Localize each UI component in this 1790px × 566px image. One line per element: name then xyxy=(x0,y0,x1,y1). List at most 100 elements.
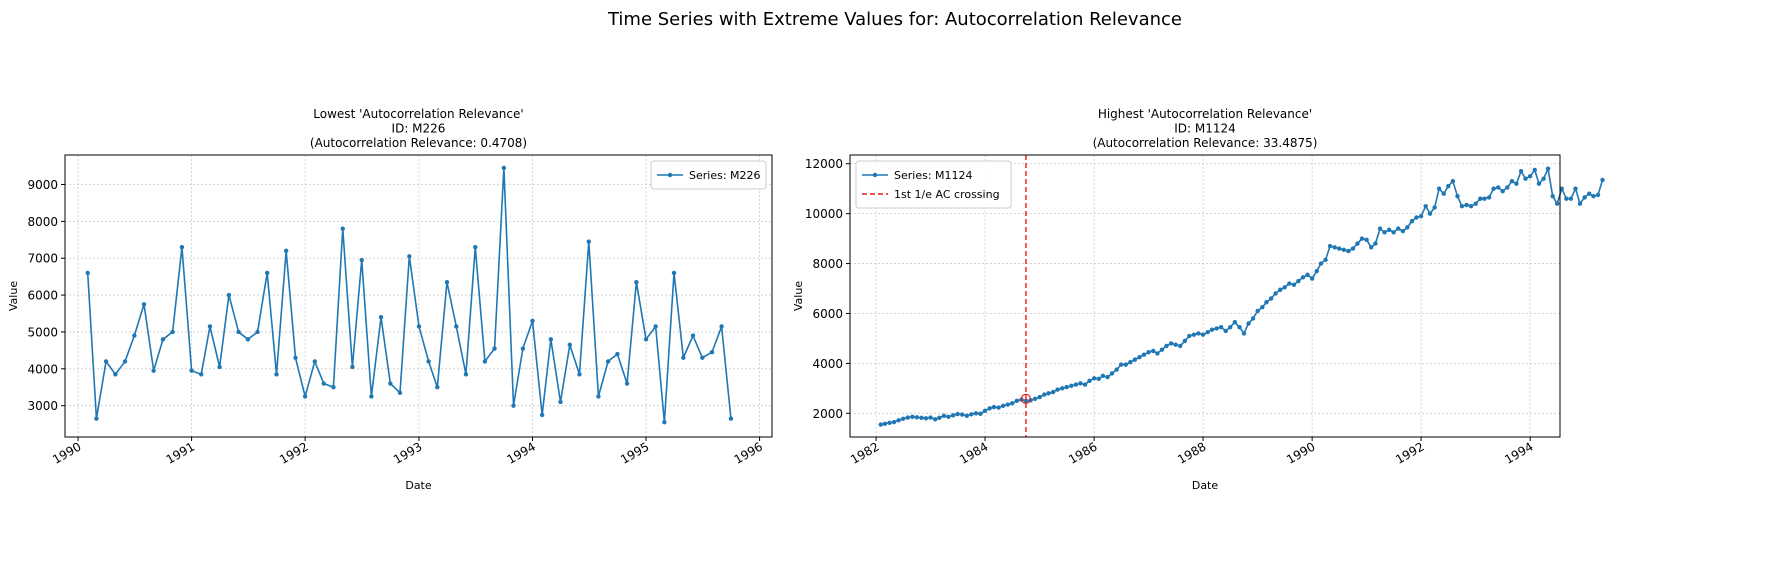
series-point xyxy=(910,414,915,419)
series-point xyxy=(719,324,724,329)
series-point xyxy=(878,422,883,427)
y-axis-label: Value xyxy=(7,281,20,311)
series-point xyxy=(302,394,308,399)
series-point xyxy=(1346,248,1351,254)
series-point xyxy=(274,372,279,377)
series-point xyxy=(982,408,988,413)
series-point xyxy=(170,329,175,335)
series-point xyxy=(1105,374,1110,380)
series-point xyxy=(293,355,298,360)
series-point xyxy=(1246,321,1251,326)
series-point xyxy=(1396,226,1401,231)
series-point xyxy=(1323,257,1328,263)
series-point xyxy=(1541,176,1546,181)
series-point xyxy=(1550,193,1555,199)
series-point xyxy=(312,359,317,364)
chart-title-line: Lowest 'Autocorrelation Relevance' xyxy=(313,107,523,121)
series-point xyxy=(217,364,222,370)
series-point xyxy=(1128,359,1133,365)
series-point xyxy=(1359,236,1365,241)
series-point xyxy=(1450,179,1456,184)
series-point xyxy=(969,412,974,417)
series-point xyxy=(882,421,888,426)
series-point xyxy=(887,420,892,425)
series-point xyxy=(1355,241,1360,246)
series-point xyxy=(1082,382,1088,387)
series-point xyxy=(1037,394,1042,400)
series-point xyxy=(946,414,951,419)
series-point xyxy=(397,390,403,395)
series-point xyxy=(1587,191,1592,196)
series-point xyxy=(1382,230,1387,235)
series-point xyxy=(492,346,497,351)
series-point xyxy=(955,411,960,417)
series-point xyxy=(1168,341,1174,346)
series-point xyxy=(1341,247,1346,253)
series-point xyxy=(359,257,364,263)
series-point xyxy=(1287,281,1292,286)
series-point xyxy=(1141,352,1147,357)
legend-series-marker xyxy=(872,172,878,178)
series-point xyxy=(179,244,185,250)
series-point xyxy=(1491,186,1496,191)
chart-title-line: ID: M226 xyxy=(392,122,446,136)
series-point xyxy=(950,413,956,418)
series-point xyxy=(1296,278,1301,284)
series-point xyxy=(891,419,897,425)
series-point xyxy=(388,381,393,386)
y-tick-label: 3000 xyxy=(27,399,58,413)
series-point xyxy=(1509,179,1515,184)
series-point xyxy=(1005,402,1010,407)
series-point xyxy=(1405,225,1410,230)
series-point xyxy=(1496,185,1501,190)
series-point xyxy=(1241,331,1247,336)
series-point xyxy=(94,416,99,421)
series-point xyxy=(1527,174,1533,179)
y-tick-label: 6000 xyxy=(812,307,843,321)
series-point xyxy=(577,372,582,377)
series-point xyxy=(973,411,979,416)
x-axis-label: Date xyxy=(1192,479,1219,492)
series-point xyxy=(1327,243,1333,249)
series-point xyxy=(350,364,355,370)
y-tick-label: 6000 xyxy=(27,289,58,303)
y-tick-label: 12000 xyxy=(805,157,843,171)
series-point xyxy=(558,399,563,405)
series-point xyxy=(1400,228,1406,234)
series-point xyxy=(1264,300,1269,305)
series-point xyxy=(1109,371,1115,376)
series-point xyxy=(1023,398,1029,404)
series-point xyxy=(151,368,156,373)
series-point xyxy=(482,359,488,364)
series-point xyxy=(1545,166,1551,171)
series-point xyxy=(1050,389,1056,395)
series-point xyxy=(1232,320,1238,325)
series-point xyxy=(1377,226,1383,231)
legend-entry-label: 1st 1/e AC crossing xyxy=(894,188,1000,201)
series-point xyxy=(937,415,942,420)
series-point xyxy=(1100,373,1106,379)
series-point xyxy=(1200,332,1206,337)
series-point xyxy=(1151,348,1156,354)
series-point xyxy=(1196,331,1201,336)
series-point xyxy=(1209,327,1215,332)
series-point xyxy=(1091,376,1097,381)
series-point xyxy=(709,350,715,355)
series-point xyxy=(1055,387,1060,392)
series-point xyxy=(1559,186,1564,191)
series-point xyxy=(1046,391,1051,396)
series-point xyxy=(1600,177,1605,183)
series-point xyxy=(122,359,128,364)
series-point xyxy=(1582,195,1587,200)
series-point xyxy=(226,292,232,298)
series-point xyxy=(1260,305,1265,310)
series-point xyxy=(340,226,345,231)
series-point xyxy=(991,404,997,410)
series-point xyxy=(1478,196,1483,201)
series-point xyxy=(1505,185,1510,190)
series-point xyxy=(511,403,516,408)
figure-suptitle: Time Series with Extreme Values for: Aut… xyxy=(607,9,1182,30)
series-point xyxy=(671,270,677,276)
series-point xyxy=(1514,181,1519,186)
